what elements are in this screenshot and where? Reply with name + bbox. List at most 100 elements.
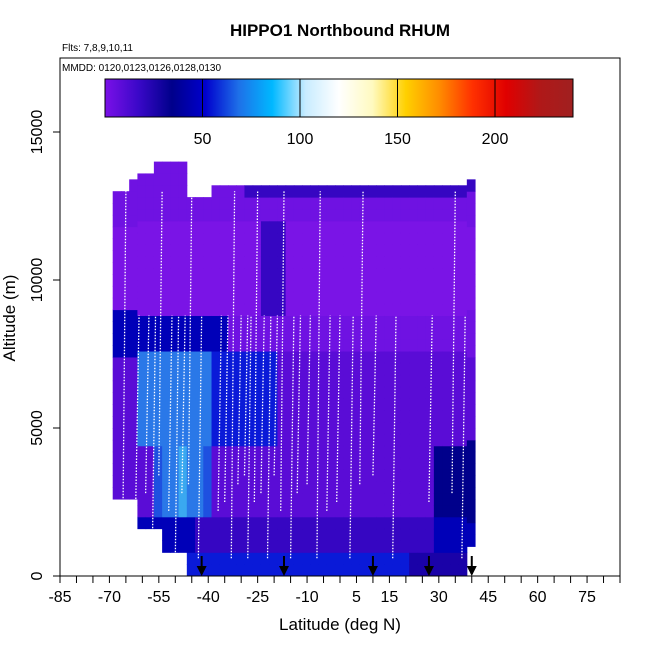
heatmap-cell (326, 504, 336, 518)
heatmap-cell (260, 410, 270, 423)
heatmap-cell (145, 327, 155, 340)
heatmap-cell (458, 351, 468, 364)
heatmap-cell (433, 552, 443, 565)
heatmap-cell (219, 256, 229, 269)
heatmap-cell (433, 327, 443, 340)
heatmap-cell (310, 339, 320, 352)
heatmap-cell (302, 197, 311, 210)
heatmap-cell (392, 540, 402, 553)
heatmap-cell (302, 280, 311, 293)
heatmap-cell (326, 327, 336, 340)
heatmap-cell (211, 256, 221, 269)
heatmap-cell (219, 291, 229, 305)
heatmap-cell (442, 528, 451, 541)
heatmap-cell (343, 516, 353, 530)
heatmap-cell (376, 528, 385, 541)
heatmap-cell (203, 445, 213, 459)
heatmap-cell (458, 208, 468, 222)
heatmap-cell (269, 315, 278, 328)
heatmap-cell (400, 481, 410, 494)
heatmap-cell (244, 398, 254, 411)
heatmap-cell (145, 351, 155, 364)
heatmap-cell (285, 197, 295, 210)
heatmap-cell (170, 504, 180, 518)
heatmap-cell (137, 481, 147, 494)
heatmap-cell (252, 564, 262, 577)
heatmap-cell (170, 351, 180, 364)
heatmap-cell (326, 256, 336, 269)
heatmap-cell (425, 445, 435, 459)
heatmap-cell (260, 327, 270, 340)
heatmap-cell (137, 422, 147, 435)
heatmap-cell (384, 493, 394, 506)
heatmap-cell (269, 374, 278, 388)
heatmap-cell (293, 457, 303, 470)
heatmap-cell (433, 410, 443, 423)
heatmap-cell (285, 315, 295, 328)
heatmap-cell (137, 469, 147, 482)
heatmap-cell (318, 244, 328, 257)
heatmap-cell (433, 220, 443, 234)
heatmap-cell (219, 469, 229, 482)
heatmap-cell (137, 280, 147, 293)
heatmap-cell (376, 185, 385, 198)
heatmap-cell (433, 457, 443, 470)
y-tick-label: 15000 (29, 110, 46, 155)
heatmap-cell (450, 528, 460, 541)
heatmap-cell (458, 280, 468, 293)
heatmap-cell (162, 303, 171, 317)
heatmap-cell (162, 457, 171, 470)
heatmap-cell (335, 540, 344, 553)
heatmap-cell (376, 280, 385, 293)
heatmap-cell (260, 481, 270, 494)
heatmap-cell (458, 422, 468, 435)
x-tick-label: 75 (578, 589, 596, 606)
heatmap-cell (186, 457, 196, 470)
heatmap-cell (326, 493, 336, 506)
heatmap-cell (335, 516, 344, 530)
heatmap-cell (219, 528, 229, 541)
heatmap-cell (450, 504, 460, 518)
heatmap-cell (310, 564, 320, 577)
heatmap-cell (277, 504, 287, 518)
heatmap-cell (326, 232, 336, 245)
heatmap-cell (170, 327, 180, 340)
heatmap-cell (252, 315, 262, 328)
heatmap-cell (129, 321, 138, 334)
heatmap-cell (433, 208, 443, 222)
heatmap-cell (351, 220, 361, 234)
heatmap-cell (318, 445, 328, 459)
heatmap-cell (252, 303, 262, 317)
heatmap-cell (326, 564, 336, 577)
heatmap-cell (186, 315, 196, 328)
heatmap-cell (145, 398, 155, 411)
y-axis: 0 5000 10000 15000 (29, 110, 60, 580)
heatmap-cell (112, 475, 122, 488)
heatmap-cell (433, 256, 443, 269)
heatmap-cell (335, 469, 344, 482)
heatmap-cell (178, 280, 188, 293)
heatmap-cell (120, 297, 130, 311)
heatmap-cell (310, 220, 320, 234)
heatmap-cell (285, 374, 295, 388)
heatmap-cell (417, 291, 427, 305)
heatmap-cell (277, 540, 287, 553)
heatmap-cell (162, 256, 171, 269)
heatmap-cell (162, 469, 171, 482)
heatmap-cell (178, 173, 188, 186)
heatmap-cell (285, 433, 295, 447)
heatmap-cell (153, 504, 163, 518)
heatmap-cell (137, 208, 147, 222)
heatmap-cell (186, 327, 196, 340)
heatmap-cell (425, 516, 435, 530)
heatmap-cell (145, 244, 155, 257)
heatmap-cell (203, 362, 213, 376)
heatmap-cell (409, 516, 418, 530)
heatmap-cell (195, 493, 204, 506)
heatmap-cell (203, 386, 213, 399)
heatmap-cell (466, 309, 476, 322)
heatmap-cell (170, 493, 180, 506)
heatmap-cell (310, 362, 320, 376)
heatmap-cell (293, 280, 303, 293)
heatmap-cell (228, 256, 237, 269)
